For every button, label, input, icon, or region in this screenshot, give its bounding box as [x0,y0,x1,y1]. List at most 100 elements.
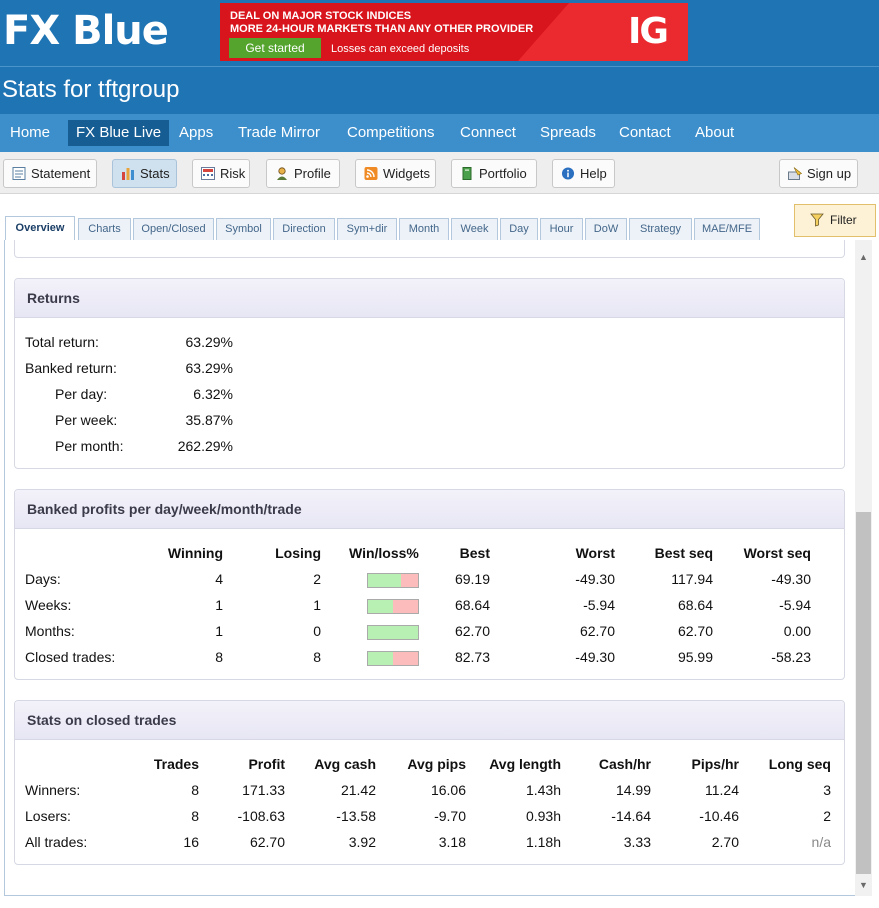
header-pips-hr: Pips/hr [691,756,739,772]
closed-trades-title: Stats on closed trades [15,701,844,740]
cell-months-best: 62.70 [454,623,490,639]
header-trades: Trades [153,756,199,772]
help-button[interactable]: Help [552,159,615,188]
tab-strategy[interactable]: Strategy [629,218,692,240]
banked-return-value: 63.29% [185,360,233,376]
cell-months-losing: 0 [313,623,321,639]
nav-spreads[interactable]: Spreads [540,124,596,141]
cell-all-trades-7: n/a [811,834,831,850]
tab-dow[interactable]: DoW [585,218,627,240]
banked-return-label: Banked return: [25,360,117,376]
widgets-button[interactable]: Widgets [355,159,436,188]
header-avg-pips: Avg pips [407,756,466,772]
cell-weeks-winning: 1 [215,597,223,613]
sign-up-button[interactable]: Sign up [779,159,858,188]
tab-week[interactable]: Week [451,218,498,240]
cell-months-best_seq: 62.70 [677,623,713,639]
banner-risk-warning: Losses can exceed deposits [331,43,470,55]
filter-button[interactable]: Filter [794,204,876,237]
tab-month[interactable]: Month [399,218,449,240]
scrollbar-thumb[interactable] [856,512,871,874]
tab-open-closed[interactable]: Open/Closed [133,218,214,240]
header-cash-hr: Cash/hr [598,756,651,772]
scroll-down-icon[interactable]: ▼ [859,880,868,890]
row-label-all-trades: All trades: [25,834,88,850]
nav-about[interactable]: About [695,124,735,141]
cell-closed-trades-worst_seq: -58.23 [771,649,811,665]
overview-content[interactable]: Returns Total return: 63.29% Banked retu… [4,240,855,896]
banner-headline-1: DEAL ON MAJOR STOCK INDICES [230,10,412,22]
nav-apps[interactable]: Apps [179,124,214,141]
header-avg-length: Avg length [489,756,561,772]
header-profit: Profit [248,756,285,772]
cell-losers-7: 2 [823,808,831,824]
content-scrollbar[interactable]: ▲ ▼ [855,240,872,896]
site-header: FX Blue DEAL ON MAJOR STOCK INDICES MORE… [0,0,879,114]
cell-closed-trades-best: 82.73 [454,649,490,665]
scroll-up-icon[interactable]: ▲ [859,252,868,262]
tab-day[interactable]: Day [500,218,538,240]
nav-fx-blue-live[interactable]: FX Blue Live [68,120,170,146]
profile-button[interactable]: Profile [266,159,340,188]
cell-winners-3: 16.06 [430,782,466,798]
page-title: Stats for tftgroup [2,76,180,103]
cell-all-trades-0: 16 [183,834,199,850]
nav-home[interactable]: Home [10,124,51,141]
nav-trade-mirror[interactable]: Trade Mirror [238,124,320,141]
cell-weeks-best: 68.64 [454,597,490,613]
bar-chart-icon [122,168,134,180]
sign-up-label: Sign up [807,166,852,181]
cell-all-trades-2: 3.92 [348,834,376,850]
portfolio-label: Portfolio [479,166,527,181]
cell-winners-7: 3 [823,782,831,798]
tab-charts[interactable]: Charts [78,218,131,240]
tab-symbol[interactable]: Symbol [216,218,271,240]
banner-headline-2: MORE 24-HOUR MARKETS THAN ANY OTHER PROV… [230,23,534,35]
tab-mae-mfe[interactable]: MAE/MFE [694,218,760,240]
tab-overview[interactable]: Overview [5,216,75,240]
nav-contact[interactable]: Contact [619,124,671,141]
win-loss-bar-months [367,625,419,640]
row-label-months: Months: [25,623,75,639]
tab-sym-dir[interactable]: Sym+dir [337,218,397,240]
cell-losers-0: 8 [191,808,199,824]
per-week-label: Per week: [55,412,118,428]
cell-losers-3: -9.70 [434,808,466,824]
rss-icon [364,167,378,180]
win-loss-bar-days [367,573,419,588]
cell-winners-0: 8 [191,782,199,798]
banner-get-started-button[interactable]: Get started [229,38,321,58]
statement-icon [12,167,26,180]
portfolio-icon [462,167,472,180]
stats-button[interactable]: Stats [112,159,177,188]
cell-days-best: 69.19 [454,571,490,587]
ig-logo: IG [628,11,669,52]
cell-losers-4: 0.93h [525,808,561,824]
row-label-days: Days: [25,571,61,587]
ad-banner[interactable]: DEAL ON MAJOR STOCK INDICES MORE 24-HOUR… [220,3,688,61]
profile-label: Profile [294,166,331,181]
tab-hour[interactable]: Hour [540,218,583,240]
cell-months-winning: 1 [215,623,223,639]
cell-weeks-best_seq: 68.64 [677,597,713,613]
risk-button[interactable]: Risk [192,159,250,188]
header-worst-seq: Worst seq [743,545,811,561]
cell-closed-trades-winning: 8 [215,649,223,665]
info-icon [561,167,575,180]
header-best: Best [459,545,490,561]
stats-tab-bar: Overview Charts Open/Closed Symbol Direc… [0,194,879,240]
nav-competitions[interactable]: Competitions [347,124,435,141]
filter-icon [810,213,824,227]
fxblue-logo[interactable]: FX Blue [3,8,169,54]
previous-panel [14,240,845,258]
tab-direction[interactable]: Direction [273,218,335,240]
main-nav: Home FX Blue Live Apps Trade Mirror Comp… [0,114,879,152]
portfolio-button[interactable]: Portfolio [451,159,537,188]
cell-losers-6: -10.46 [699,808,739,824]
cell-weeks-worst: -5.94 [583,597,615,613]
risk-label: Risk [220,166,246,181]
total-return-label: Total return: [25,334,99,350]
filter-label: Filter [830,213,857,227]
statement-button[interactable]: Statement [3,159,97,188]
nav-connect[interactable]: Connect [460,124,516,141]
